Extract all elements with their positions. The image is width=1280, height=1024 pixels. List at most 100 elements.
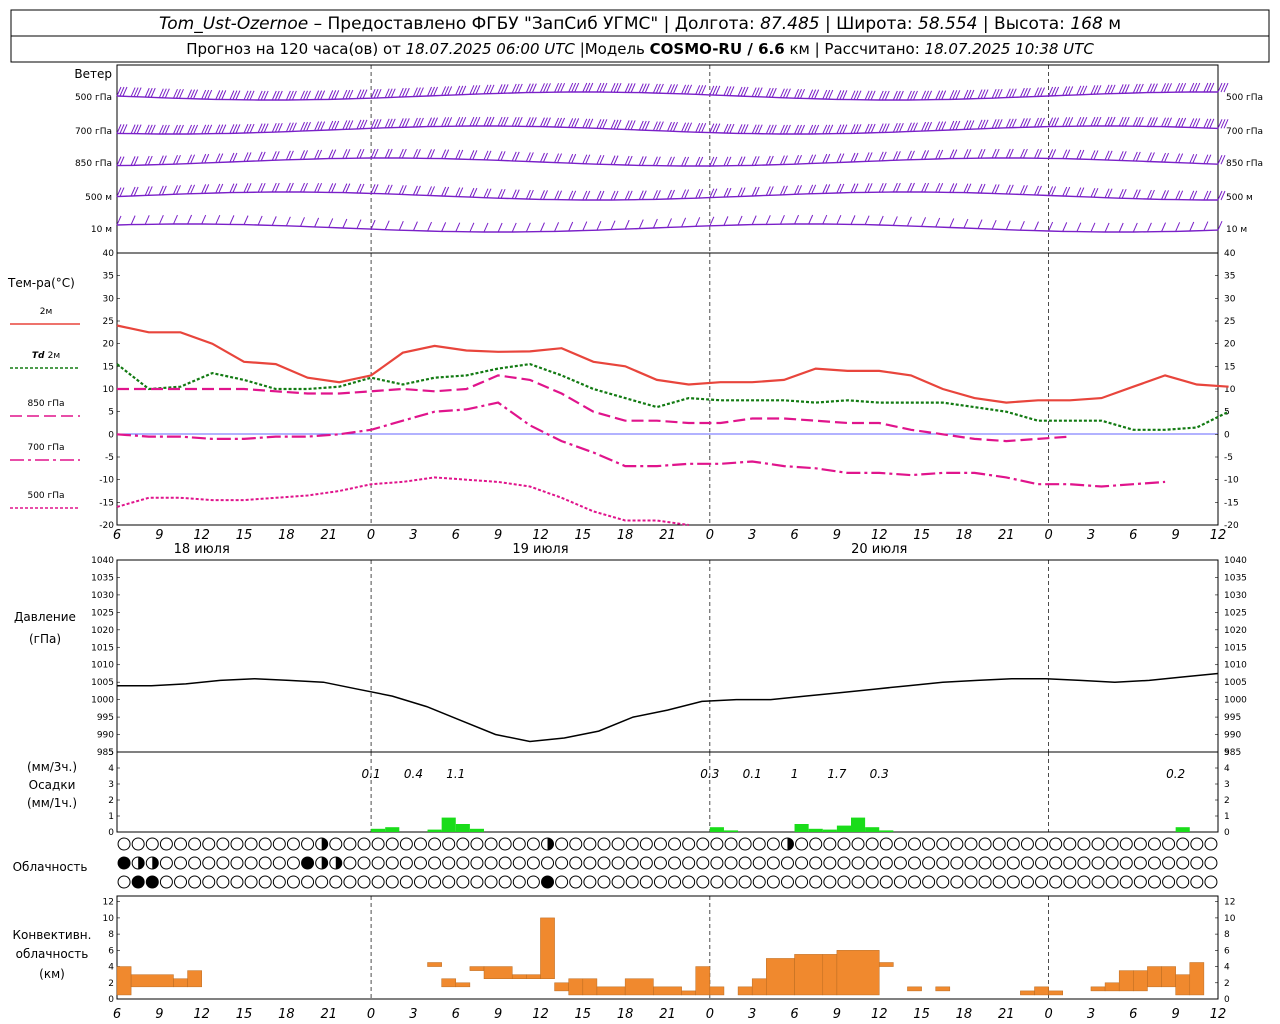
hour-tick-label: 0 <box>367 528 375 543</box>
wind-barb <box>828 89 834 100</box>
cloud-cell <box>724 875 738 889</box>
wind-barb <box>892 122 898 133</box>
wind-barb <box>291 90 297 101</box>
wind-barb <box>300 90 305 101</box>
wind-barb <box>1068 117 1074 127</box>
hour-tick-label: 3 <box>748 528 756 543</box>
temp-tick: 20 <box>1224 340 1236 350</box>
wind-barb <box>173 214 178 225</box>
cloud-cell <box>399 856 413 870</box>
wind-barb <box>190 124 196 135</box>
wind-barb <box>1152 83 1158 93</box>
precip-bar <box>851 817 866 832</box>
cloud-cell <box>625 875 639 889</box>
conv-bar <box>116 966 132 996</box>
wind-barb <box>271 182 277 193</box>
wind-barb <box>144 186 150 196</box>
hour-tick-label: 3 <box>1087 528 1095 543</box>
pressure-tick: 1010 <box>91 661 114 671</box>
wind-barb <box>1203 118 1209 129</box>
wind-barb <box>627 120 633 130</box>
wind-barb <box>1051 186 1057 196</box>
wind-barb <box>557 82 563 93</box>
wind-barb <box>782 155 788 165</box>
cloud-cell <box>526 875 540 889</box>
wind-barb <box>980 89 986 99</box>
wind-barb <box>1164 83 1169 93</box>
cloud-cell <box>766 875 780 889</box>
wind-barb <box>158 185 164 196</box>
wind-barb <box>638 120 644 131</box>
temp-tick: 35 <box>103 272 114 282</box>
wind-barb <box>415 148 421 159</box>
wind-barb <box>475 116 481 127</box>
cloud-cell <box>272 837 286 851</box>
pressure-tick: 1015 <box>1224 643 1247 653</box>
cloud-cell-fill <box>321 857 328 869</box>
pressure-tick: 1040 <box>91 556 114 566</box>
wind-barb <box>497 222 503 233</box>
wind-barb <box>147 124 153 135</box>
wind-barb <box>667 84 672 94</box>
cloud-cell <box>1091 875 1105 889</box>
wind-barb <box>517 116 523 127</box>
precip-title: Осадки <box>29 778 76 792</box>
wind-barb <box>430 117 435 127</box>
cloud-cell <box>639 837 653 851</box>
wind-barb <box>1065 117 1071 127</box>
legend-label: 700 гПа <box>27 443 64 453</box>
cloud-cell <box>724 856 738 870</box>
conv-tick: 8 <box>108 930 114 940</box>
wind-barb <box>991 148 997 159</box>
cloud-cell-fill <box>321 838 328 850</box>
wind-barb <box>384 184 390 195</box>
wind-barb <box>455 222 461 232</box>
wind-barb <box>991 219 997 230</box>
wind-barb <box>1005 184 1011 195</box>
precip-3h-label: 0.4 <box>404 767 423 781</box>
pressure-line <box>117 672 1219 743</box>
precip-bar <box>865 827 880 832</box>
wind-barb <box>1082 85 1088 96</box>
wind-barb <box>924 90 930 101</box>
wind-barb <box>1206 190 1212 201</box>
cloud-cell <box>653 856 667 870</box>
wind-barb <box>941 90 947 100</box>
hour-tick-label: 6 <box>113 1007 121 1022</box>
conv-bar <box>568 978 584 996</box>
wind-barb <box>314 90 320 100</box>
wind-barb <box>800 88 805 99</box>
conv-bar <box>695 966 711 996</box>
wind-barb <box>201 184 207 194</box>
wind-barb <box>670 121 675 132</box>
conv-tick: 4 <box>108 963 114 973</box>
wind-barb <box>785 88 791 98</box>
wind-barb <box>136 124 142 134</box>
wind-barb <box>839 153 845 163</box>
wind-barb <box>997 119 1003 129</box>
precip-tick: 1 <box>1224 812 1230 822</box>
wind-barb <box>726 156 732 167</box>
wind-barb <box>927 90 933 101</box>
wind-barb <box>737 215 743 226</box>
hour-tick-label: 9 <box>155 1007 163 1022</box>
wind-barb <box>723 216 729 226</box>
wind-barb <box>870 123 876 134</box>
conv-bar <box>469 966 485 971</box>
wind-barb <box>779 214 785 225</box>
cloud-cell <box>978 875 992 889</box>
wind-barb <box>1181 117 1187 128</box>
wind-barb <box>173 154 178 165</box>
wind-barb <box>461 116 467 127</box>
conv-bar <box>130 974 174 988</box>
wind-barb <box>176 185 181 195</box>
conv-bar <box>737 986 753 996</box>
wind-barb <box>404 87 410 98</box>
wind-barb <box>616 82 622 93</box>
wind-barb <box>1107 150 1113 161</box>
wind-barb <box>949 183 955 193</box>
wind-barb <box>398 148 404 159</box>
hour-tick-label: 0 <box>706 1007 714 1022</box>
wind-barb <box>913 90 918 101</box>
wind-barb <box>187 184 193 195</box>
